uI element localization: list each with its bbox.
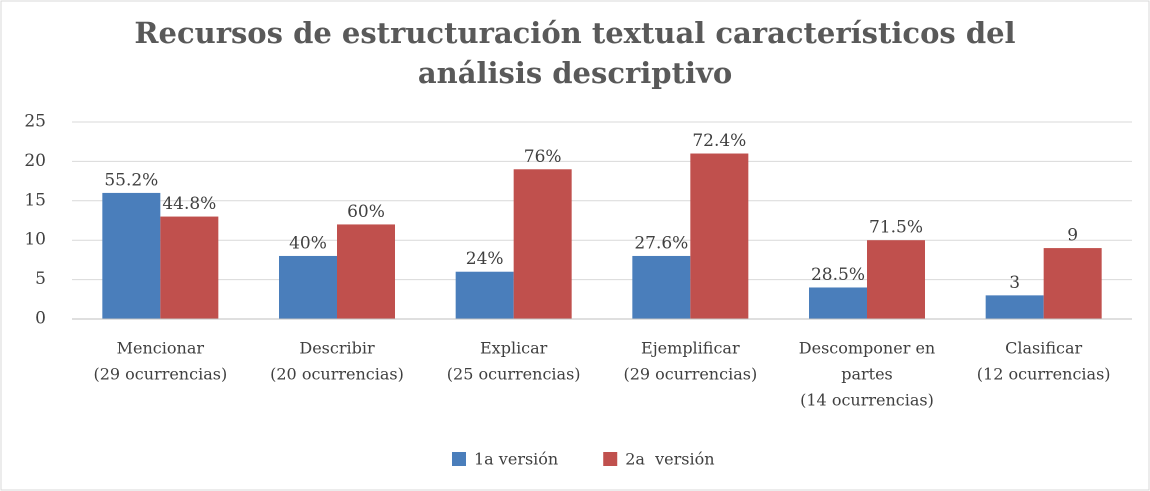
x-tick-label: Ejemplificar <box>641 339 740 358</box>
x-tick-label: Descomponer en <box>799 339 935 358</box>
chart-title: análisis descriptivo <box>418 56 732 90</box>
bar <box>102 192 161 319</box>
data-label: 40% <box>289 233 327 253</box>
legend-swatch <box>603 452 618 466</box>
bar <box>632 255 691 319</box>
x-tick-label: (25 ocurrencias) <box>447 365 581 384</box>
bar <box>867 240 925 319</box>
legend-swatch <box>452 452 466 466</box>
y-tick-label: 0 <box>35 309 46 329</box>
data-label: 76% <box>524 147 562 167</box>
x-tick-label: Mencionar <box>117 339 205 358</box>
x-tick-label: Clasificar <box>1005 339 1082 358</box>
x-tick-label: (29 ocurrencias) <box>623 365 757 384</box>
bar <box>160 216 219 319</box>
chart-title: Recursos de estructuración textual carac… <box>134 16 1015 50</box>
bar <box>1043 248 1102 319</box>
y-tick-label: 25 <box>24 112 46 132</box>
y-tick-label: 10 <box>24 230 46 250</box>
data-label: 44.8% <box>162 194 216 214</box>
bar <box>690 153 749 319</box>
bar <box>279 255 337 319</box>
data-label: 27.6% <box>634 233 688 253</box>
data-label: 71.5% <box>869 218 923 238</box>
x-tick-label: (20 ocurrencias) <box>270 365 404 384</box>
data-label: 72.4% <box>692 131 746 151</box>
data-label: 3 <box>1009 273 1020 293</box>
y-tick-label: 5 <box>35 269 46 289</box>
bar <box>337 224 395 319</box>
data-label: 28.5% <box>811 265 865 285</box>
y-tick-label: 15 <box>24 190 46 210</box>
bar <box>455 271 514 319</box>
x-tick-label: (29 ocurrencias) <box>93 365 227 384</box>
x-tick-label: (12 ocurrencias) <box>977 365 1111 384</box>
x-tick-label: Describir <box>299 339 375 358</box>
x-tick-label: partes <box>841 365 893 384</box>
data-label: 60% <box>347 202 385 222</box>
bar <box>985 295 1044 319</box>
x-tick-label: (14 ocurrencias) <box>800 391 934 410</box>
data-label: 9 <box>1067 226 1078 246</box>
bar <box>513 169 572 319</box>
legend-label: 2a versión <box>625 450 714 469</box>
y-tick-label: 20 <box>24 151 46 171</box>
data-label: 55.2% <box>104 170 158 190</box>
data-label: 24% <box>466 249 504 269</box>
legend-label: 1a versión <box>474 450 558 469</box>
x-tick-label: Explicar <box>480 339 548 358</box>
bar <box>809 287 867 319</box>
